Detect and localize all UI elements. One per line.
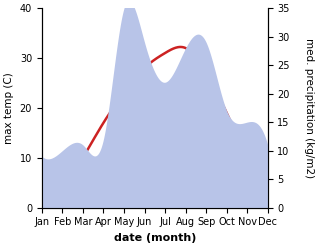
Y-axis label: med. precipitation (kg/m2): med. precipitation (kg/m2) xyxy=(304,38,314,178)
Y-axis label: max temp (C): max temp (C) xyxy=(4,72,14,144)
X-axis label: date (month): date (month) xyxy=(114,233,196,243)
